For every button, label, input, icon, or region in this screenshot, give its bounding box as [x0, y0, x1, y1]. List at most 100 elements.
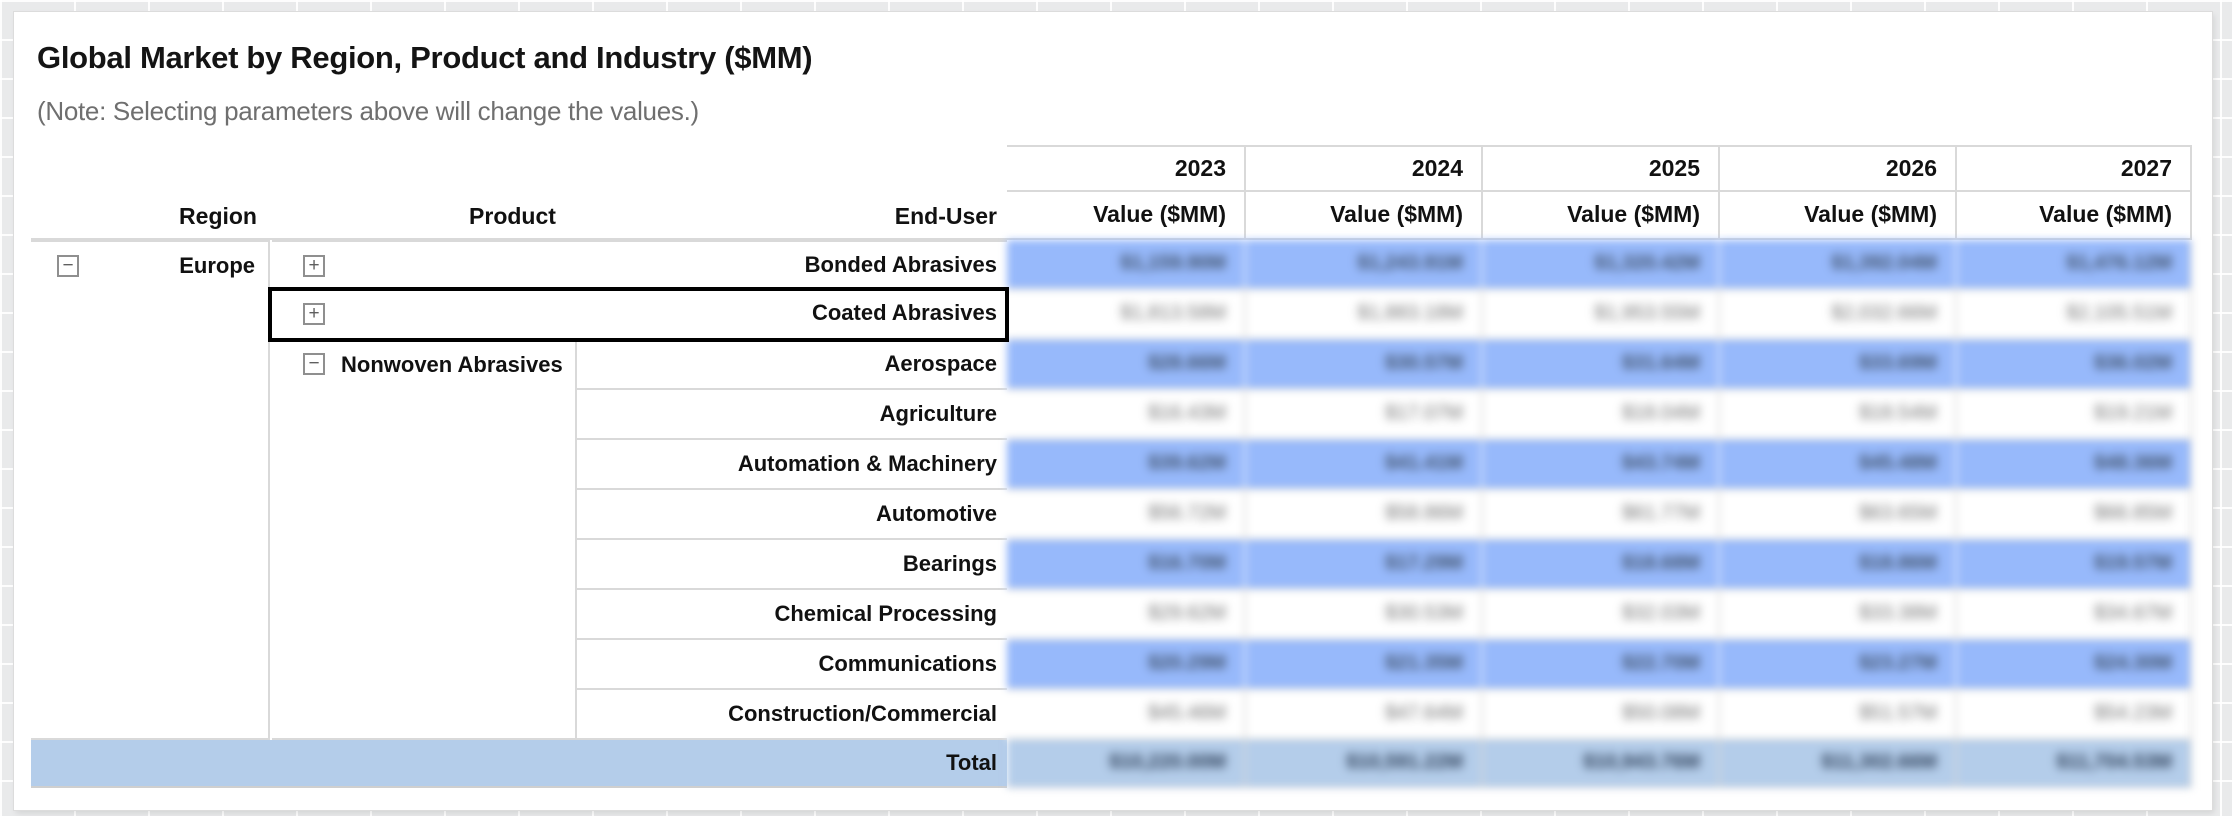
- value-cell[interactable]: $54.23M: [1955, 690, 2192, 738]
- value-cell[interactable]: $18.86M: [1718, 540, 1955, 588]
- enduser-cell-chemical-processing[interactable]: Chemical Processing: [577, 590, 1007, 640]
- value-cell[interactable]: $24.30M: [1955, 640, 2192, 688]
- value-cell[interactable]: $29.62M: [1007, 590, 1244, 638]
- region-column-header[interactable]: Region: [179, 203, 257, 229]
- year-header-cell[interactable]: 2026: [1718, 145, 1955, 192]
- value-cell[interactable]: $1,392.04M: [1718, 240, 1955, 288]
- value-header-cell[interactable]: Value ($MM): [1718, 192, 1955, 240]
- product-cell-coated-abrasives[interactable]: + Coated Abrasives: [272, 290, 1007, 340]
- value-cell[interactable]: $45.48M: [1718, 440, 1955, 488]
- value-cell[interactable]: $45.46M: [1007, 690, 1244, 738]
- page-title: Global Market by Region, Product and Ind…: [37, 40, 813, 75]
- value-cell[interactable]: $50.08M: [1481, 690, 1718, 738]
- enduser-column-header[interactable]: End-User: [894, 203, 997, 229]
- value-cell[interactable]: $1,813.58M: [1007, 290, 1244, 338]
- value-text: $2,032.66M: [1831, 302, 1937, 324]
- value-cell[interactable]: $21.35M: [1244, 640, 1481, 688]
- value-cell[interactable]: $63.65M: [1718, 490, 1955, 538]
- value-text: $16.70M: [1148, 552, 1226, 574]
- value-cell[interactable]: $16.70M: [1007, 540, 1244, 588]
- value-text: $18.68M: [1622, 552, 1700, 574]
- value-text: $56.72M: [1148, 502, 1226, 524]
- value-header-cell[interactable]: Value ($MM): [1244, 192, 1481, 240]
- value-cell[interactable]: $18.54M: [1718, 390, 1955, 438]
- value-cell[interactable]: $66.85M: [1955, 490, 2192, 538]
- value-cell[interactable]: $17.07M: [1244, 390, 1481, 438]
- table-row: $1,813.58M $1,883.18M $1,953.55M $2,032.…: [1007, 290, 2192, 340]
- total-value-cell[interactable]: $11,704.53M: [1955, 740, 2192, 786]
- value-text: $48.36M: [2094, 452, 2172, 474]
- value-text: $18.04M: [1622, 402, 1700, 424]
- total-value-cell[interactable]: $10,591.22M: [1244, 740, 1481, 786]
- value-header-cell[interactable]: Value ($MM): [1955, 192, 2192, 240]
- year-header-cell[interactable]: 2025: [1481, 145, 1718, 192]
- value-cell[interactable]: $48.36M: [1955, 440, 2192, 488]
- value-cell[interactable]: $20.29M: [1007, 640, 1244, 688]
- value-cell[interactable]: $23.27M: [1718, 640, 1955, 688]
- value-cell[interactable]: $28.66M: [1007, 340, 1244, 388]
- value-cell[interactable]: $19.21M: [1955, 390, 2192, 438]
- value-cell[interactable]: $36.02M: [1955, 340, 2192, 388]
- value-cell[interactable]: $58.86M: [1244, 490, 1481, 538]
- enduser-cell-bearings[interactable]: Bearings: [577, 540, 1007, 590]
- enduser-cell-automation-machinery[interactable]: Automation & Machinery: [577, 440, 1007, 490]
- product-cell-bonded-abrasives[interactable]: + Bonded Abrasives: [272, 240, 1007, 290]
- enduser-cell-aerospace[interactable]: Aerospace: [577, 340, 1007, 390]
- value-cell[interactable]: $1,320.42M: [1481, 240, 1718, 288]
- year-header-cell[interactable]: 2023: [1007, 145, 1244, 192]
- enduser-cell-automotive[interactable]: Automotive: [577, 490, 1007, 540]
- value-cell[interactable]: $18.04M: [1481, 390, 1718, 438]
- value-cell[interactable]: $30.53M: [1244, 590, 1481, 638]
- collapse-toggle-europe[interactable]: −: [57, 255, 79, 277]
- value-text: $17.29M: [1385, 552, 1463, 574]
- value-cell[interactable]: $2,105.51M: [1955, 290, 2192, 338]
- value-cell[interactable]: $39.62M: [1007, 440, 1244, 488]
- value-cell[interactable]: $51.57M: [1718, 690, 1955, 738]
- expand-toggle-bonded[interactable]: +: [303, 255, 325, 277]
- value-cell[interactable]: $34.67M: [1955, 590, 2192, 638]
- value-text: $2,105.51M: [2066, 302, 2172, 324]
- total-row-label[interactable]: Total: [31, 740, 1007, 788]
- expand-toggle-coated[interactable]: +: [303, 303, 325, 325]
- value-cell[interactable]: $22.70M: [1481, 640, 1718, 688]
- value-cell[interactable]: $18.68M: [1481, 540, 1718, 588]
- value-header-cell[interactable]: Value ($MM): [1481, 192, 1718, 240]
- value-cell[interactable]: $31.64M: [1481, 340, 1718, 388]
- value-cell[interactable]: $1,953.55M: [1481, 290, 1718, 338]
- value-text: $51.57M: [1859, 702, 1937, 724]
- enduser-cell-construction-commercial[interactable]: Construction/Commercial: [577, 690, 1007, 740]
- total-value-cell[interactable]: $10,220.00M: [1007, 740, 1244, 786]
- region-cell-europe[interactable]: − Europe: [31, 240, 270, 740]
- total-value-cell[interactable]: $10,943.76M: [1481, 740, 1718, 786]
- value-cell[interactable]: $1,159.90M: [1007, 240, 1244, 288]
- value-text: $30.57M: [1385, 352, 1463, 374]
- value-cell[interactable]: $17.29M: [1244, 540, 1481, 588]
- total-value-cell[interactable]: $11,302.66M: [1718, 740, 1955, 786]
- value-cell[interactable]: $19.57M: [1955, 540, 2192, 588]
- value-cell[interactable]: $47.64M: [1244, 690, 1481, 738]
- value-cell[interactable]: $33.69M: [1718, 340, 1955, 388]
- value-cell[interactable]: $32.03M: [1481, 590, 1718, 638]
- value-cell[interactable]: $2,032.66M: [1718, 290, 1955, 338]
- value-header-cell[interactable]: Value ($MM): [1007, 192, 1244, 240]
- collapse-toggle-nonwoven[interactable]: −: [303, 353, 325, 375]
- value-cell[interactable]: $1,243.91M: [1244, 240, 1481, 288]
- value-text: $19.57M: [2094, 552, 2172, 574]
- value-cell[interactable]: $30.57M: [1244, 340, 1481, 388]
- value-cell[interactable]: $43.74M: [1481, 440, 1718, 488]
- enduser-cell-agriculture[interactable]: Agriculture: [577, 390, 1007, 440]
- value-cell[interactable]: $56.72M: [1007, 490, 1244, 538]
- value-cell[interactable]: $16.43M: [1007, 390, 1244, 438]
- value-cell[interactable]: $33.38M: [1718, 590, 1955, 638]
- value-cell[interactable]: $1,476.12M: [1955, 240, 2192, 288]
- enduser-cell-communications[interactable]: Communications: [577, 640, 1007, 690]
- value-text: $36.02M: [2094, 352, 2172, 374]
- value-cell[interactable]: $61.77M: [1481, 490, 1718, 538]
- year-header-cell[interactable]: 2024: [1244, 145, 1481, 192]
- value-cell[interactable]: $1,883.18M: [1244, 290, 1481, 338]
- year-header-cell[interactable]: 2027: [1955, 145, 2192, 192]
- value-cell[interactable]: $41.41M: [1244, 440, 1481, 488]
- product-cell-nonwoven-abrasives[interactable]: − Nonwoven Abrasives: [272, 340, 577, 740]
- product-column-header[interactable]: Product: [469, 203, 556, 229]
